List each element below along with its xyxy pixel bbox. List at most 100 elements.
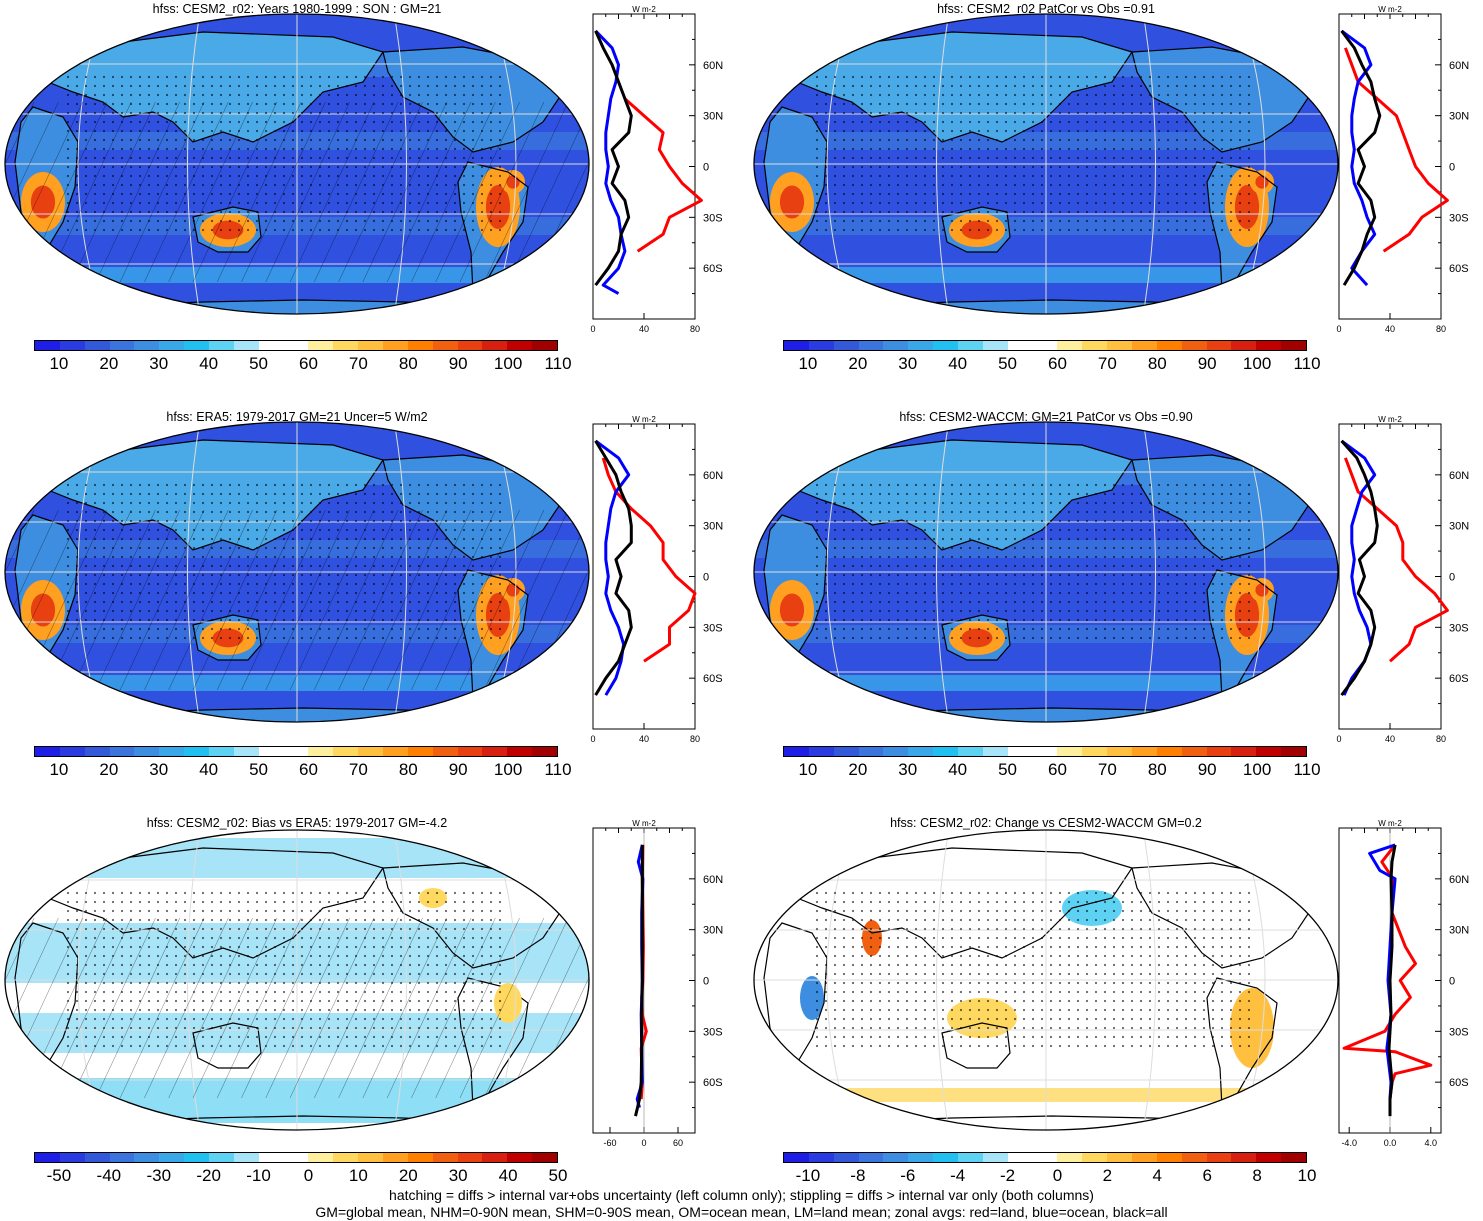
colorbar-swatch — [1132, 747, 1157, 756]
colorbar-tick-label: 40 — [199, 760, 219, 779]
colorbar-tick-label: 60 — [1048, 760, 1067, 779]
colorbar-swatch — [1107, 341, 1133, 350]
zonal-lat-label: 30N — [1449, 111, 1469, 123]
colorbar-tick-label: 80 — [1147, 354, 1167, 373]
colorbar-swatch — [35, 341, 60, 350]
zonal-lat-label: 30N — [703, 111, 723, 123]
colorbar-tick-label: 50 — [249, 354, 269, 373]
colorbar-swatch — [209, 1153, 234, 1162]
colorbar-tick-label: 40 — [948, 760, 968, 779]
colorbar-swatch — [1206, 1153, 1232, 1162]
colorbar-tick-label: 40 — [948, 354, 968, 373]
colorbar-tick-label: 0 — [303, 1166, 314, 1185]
colorbar-swatch — [84, 747, 110, 756]
colorbar-swatch — [532, 341, 558, 350]
colorbar-swatch — [833, 1153, 859, 1162]
colorbar-tick-label: 70 — [348, 354, 368, 373]
colorbar-swatch — [59, 747, 85, 756]
colorbar-swatch — [958, 747, 983, 756]
colorbar-tick-label: 100 — [493, 760, 523, 779]
colorbar-tick-label: -6 — [900, 1166, 916, 1185]
colorbar-tick-label: 2 — [1102, 1166, 1113, 1185]
panel-title-1: hfss: CESM2_r02: Years 1980-1999 : SON :… — [152, 2, 442, 16]
colorbar-swatch — [308, 1153, 334, 1162]
colorbar-tick-label: 20 — [848, 760, 868, 779]
colorbar-tick-label: 90 — [448, 354, 468, 373]
colorbar-swatch — [383, 747, 408, 756]
colorbar-swatch — [109, 1153, 135, 1162]
colorbar-swatch — [982, 1153, 1008, 1162]
map-panel-4 — [753, 421, 1339, 723]
colorbar-swatch — [209, 747, 234, 756]
colorbar-swatch — [134, 341, 160, 350]
zonal-lat-label: 60N — [1449, 470, 1469, 482]
colorbar-tick-label: 70 — [348, 760, 368, 779]
map-panel-2 — [753, 13, 1339, 315]
map-outline — [753, 421, 1339, 723]
colorbar-tick-label: 10 — [49, 760, 69, 779]
zonal-lat-label: 60S — [1449, 673, 1469, 685]
footer-line-1: hatching = diffs > internal var+obs unce… — [389, 1187, 1094, 1203]
colorbar-swatch — [833, 747, 859, 756]
colorbar-tick-label: -2 — [1000, 1166, 1016, 1185]
colorbar-tick-label: 50 — [249, 760, 269, 779]
map-panel-3 — [4, 421, 590, 723]
colorbar-swatch — [982, 747, 1008, 756]
zonal-lat-label: 0 — [703, 976, 709, 988]
panel-title-5: hfss: CESM2_r02: Bias vs ERA5: 1979-2017… — [146, 816, 448, 830]
colorbar-swatch — [1082, 1153, 1108, 1162]
colorbar-tick-label: 20 — [99, 354, 119, 373]
colorbar-swatch — [883, 1153, 909, 1162]
colorbar-swatch — [858, 1153, 884, 1162]
colorbar-swatch — [858, 341, 884, 350]
colorbar-swatch — [383, 341, 408, 350]
colorbar-tick-label: 100 — [1242, 354, 1272, 373]
zonal-profile-4: W m-2 0 40 80 60N 30N 0 30S 60S — [1336, 415, 1469, 744]
colorbar-swatch — [958, 1153, 983, 1162]
colorbar-tick-label: 30 — [149, 354, 169, 373]
zonal-x-tick-label: -4.0 — [1341, 1138, 1357, 1148]
colorbar-swatch — [109, 747, 135, 756]
footer-line-2: GM=global mean, NHM=0-90N mean, SHM=0-90… — [315, 1204, 1168, 1220]
colorbar-swatch — [457, 1153, 483, 1162]
colorbar-tick-label: 70 — [1097, 354, 1117, 373]
colorbar-tick-label: 80 — [398, 760, 418, 779]
zonal-unit-label: W m-2 — [632, 415, 656, 424]
colorbar-swatch — [35, 747, 60, 756]
panel-title-3: hfss: ERA5: 1979-2017 GM=21 Uncer=5 W/m2 — [166, 410, 428, 424]
hotspot-brazil-core — [1255, 175, 1269, 189]
zonal-lat-label: 30S — [1449, 212, 1469, 224]
colorbar-swatch — [383, 1153, 408, 1162]
zonal-profile-3: W m-2 0 40 80 60N 30N 0 30S 60S — [590, 415, 723, 744]
zonal-series-ocean — [1340, 29, 1377, 287]
colorbar-swatch — [1181, 341, 1207, 350]
colorbar-swatch — [159, 341, 185, 350]
colorbar-3 — [34, 746, 558, 757]
zonal-series-all — [1340, 30, 1382, 286]
map-outline — [753, 829, 1339, 1131]
colorbar-swatch — [35, 1153, 60, 1162]
colorbar-tick-label: 90 — [1197, 354, 1217, 373]
colorbar-tick-label: -10 — [246, 1166, 271, 1185]
colorbar-swatch — [1007, 1153, 1033, 1162]
colorbar-labels-4: 10 20 30 40 50 60 70 80 90 100 110 — [783, 760, 1320, 782]
colorbar-swatch — [283, 1153, 309, 1162]
colorbar-swatch — [1231, 1153, 1257, 1162]
zonal-series-all — [594, 30, 633, 287]
colorbar-swatch — [358, 1153, 384, 1162]
zonal-lat-label: 30N — [1449, 925, 1469, 937]
zonal-series-ocean — [1340, 439, 1377, 696]
zonal-profile-5: W m-2 -60 0 60 60N 30N 0 30S 60S — [592, 819, 723, 1148]
colorbar-swatch — [958, 341, 983, 350]
colorbar-tick-label: -20 — [196, 1166, 221, 1185]
zonal-lat-label: 60S — [1449, 263, 1469, 275]
colorbar-swatch — [1231, 341, 1257, 350]
map-outline — [753, 13, 1339, 315]
zonal-lat-label: 60N — [703, 470, 723, 482]
colorbar-swatch — [1256, 1153, 1282, 1162]
colorbar-swatch — [482, 1153, 508, 1162]
colorbar-tick-label: 10 — [49, 354, 69, 373]
colorbar-tick-label: 90 — [1197, 760, 1217, 779]
colorbar-tick-label: 70 — [1097, 760, 1117, 779]
colorbar-swatch — [908, 341, 934, 350]
